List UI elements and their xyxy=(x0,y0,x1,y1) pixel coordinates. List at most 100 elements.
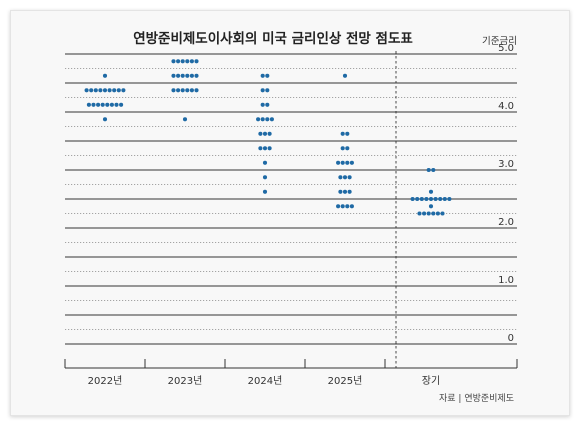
data-dot xyxy=(180,88,185,93)
data-dot xyxy=(415,196,420,202)
data-dot xyxy=(262,146,268,151)
data-dot xyxy=(194,88,199,93)
data-dot xyxy=(194,73,199,78)
data-dots xyxy=(84,59,452,216)
data-dot xyxy=(260,73,265,78)
data-dot xyxy=(171,59,176,64)
data-dot xyxy=(428,196,434,202)
y-tick-label: 4.0 xyxy=(498,101,514,112)
y-tick-label: 0 xyxy=(508,333,514,344)
data-dot xyxy=(338,175,343,180)
data-dot xyxy=(98,88,103,93)
x-tick-label: 2023년 xyxy=(168,375,203,387)
y-tick-label: 3.0 xyxy=(498,159,514,170)
x-tick-label: 2024년 xyxy=(248,375,283,387)
data-dot xyxy=(260,117,265,122)
data-dot xyxy=(84,88,89,93)
data-dot xyxy=(176,88,181,93)
data-dot xyxy=(349,160,354,165)
data-dot xyxy=(428,204,434,209)
data-dot xyxy=(340,131,345,136)
data-dot xyxy=(342,189,348,194)
chart-title: 연방준비제도이사회의 미국 금리인상 전망 점도표 xyxy=(133,30,413,47)
data-dot xyxy=(338,189,343,194)
data-dot xyxy=(176,59,181,64)
data-dot xyxy=(107,88,112,93)
y-tick-label: 1.0 xyxy=(498,275,514,286)
data-dot xyxy=(194,59,199,64)
grid-lines xyxy=(65,53,517,345)
data-dot xyxy=(102,117,108,122)
y-tick-label: 2.0 xyxy=(498,217,514,228)
data-dot xyxy=(342,73,348,78)
data-dot xyxy=(265,102,270,107)
data-dot xyxy=(342,175,348,180)
data-dot xyxy=(347,175,352,180)
data-dot xyxy=(260,88,265,93)
y-tick-labels: 0 1.0 2.0 3.0 4.0 5.0 xyxy=(498,43,514,344)
data-dot xyxy=(435,211,440,216)
data-dot xyxy=(431,167,436,173)
data-dot xyxy=(431,211,436,216)
data-dot xyxy=(185,59,190,64)
data-dot xyxy=(102,73,108,78)
data-dot xyxy=(336,204,341,209)
data-dot xyxy=(340,160,345,165)
data-dot xyxy=(440,211,445,216)
data-dot xyxy=(267,131,272,136)
x-tick-labels: 2022년 2023년 2024년 2025년 장기 xyxy=(88,375,441,387)
data-dot xyxy=(426,167,431,173)
data-dot xyxy=(91,102,96,107)
axes xyxy=(64,51,518,369)
data-dot xyxy=(265,73,270,78)
data-dot xyxy=(345,160,350,165)
data-dot xyxy=(265,117,270,122)
data-dot xyxy=(109,102,114,107)
data-dot xyxy=(185,73,190,78)
data-dot xyxy=(260,102,265,107)
data-dot xyxy=(349,204,354,209)
data-dot xyxy=(345,146,350,151)
data-dot xyxy=(438,196,443,202)
data-dot xyxy=(258,146,263,151)
data-dot xyxy=(96,102,101,107)
source-note: 자료 | 연방준비제도 xyxy=(439,393,514,404)
data-dot xyxy=(100,102,105,107)
data-dot xyxy=(428,189,434,194)
data-dot xyxy=(189,88,194,93)
data-dot xyxy=(419,196,424,202)
data-dot xyxy=(340,204,345,209)
data-dot xyxy=(171,73,176,78)
data-dot xyxy=(119,102,124,107)
data-dot xyxy=(269,117,274,122)
data-dot xyxy=(180,73,185,78)
data-dot xyxy=(262,131,268,136)
dot-plot-chart: 연방준비제도이사회의 미국 금리인상 전망 점도표 기준금리 0 1.0 2.0 3.… xyxy=(64,30,518,404)
data-dot xyxy=(189,73,194,78)
data-dot xyxy=(265,88,270,93)
data-dot xyxy=(267,146,272,151)
data-dot xyxy=(112,88,117,93)
data-dot xyxy=(262,175,268,180)
chart-card: 연방준비제도이사회의 미국 금리인상 전망 점도표 기준금리 0 1.0 2.0 3.… xyxy=(10,10,570,416)
data-dot xyxy=(256,117,261,122)
data-dot xyxy=(189,59,194,64)
data-dot xyxy=(86,102,91,107)
data-dot xyxy=(121,88,126,93)
y-tick-label: 5.0 xyxy=(498,43,514,54)
data-dot xyxy=(262,189,268,194)
data-dot xyxy=(422,211,427,216)
data-dot xyxy=(345,131,350,136)
data-dot xyxy=(262,160,268,165)
data-dot xyxy=(433,196,438,202)
data-dot xyxy=(258,131,263,136)
data-dot xyxy=(417,211,422,216)
data-dot xyxy=(171,88,176,93)
data-dot xyxy=(116,88,121,93)
data-dot xyxy=(185,88,190,93)
x-tick-label: 2025년 xyxy=(328,375,363,387)
data-dot xyxy=(424,196,429,202)
data-dot xyxy=(345,204,350,209)
data-dot xyxy=(447,196,452,202)
data-dot xyxy=(410,196,415,202)
